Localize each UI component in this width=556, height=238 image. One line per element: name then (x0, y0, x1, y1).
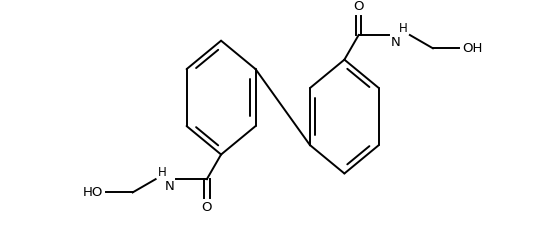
Text: O: O (354, 0, 364, 13)
Text: HO: HO (83, 186, 103, 199)
Text: H: H (158, 166, 167, 179)
Text: N: N (165, 180, 175, 193)
Text: OH: OH (462, 42, 483, 55)
Text: N: N (391, 36, 401, 49)
Text: O: O (202, 201, 212, 214)
Text: H: H (399, 22, 407, 35)
